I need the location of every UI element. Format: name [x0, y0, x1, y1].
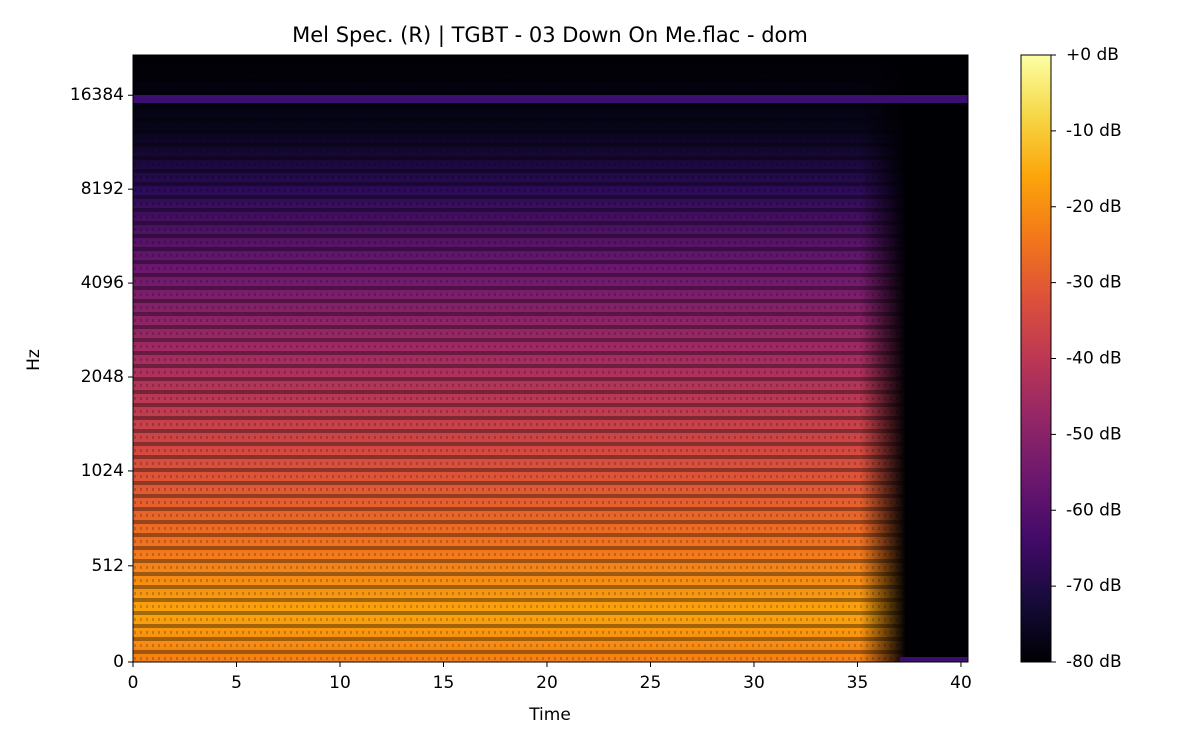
colorbar: [1020, 54, 1052, 663]
spectrogram-image: [133, 55, 968, 662]
colorbar-tick-label: -60 dB: [1066, 500, 1122, 520]
colorbar-tick-label: +0 dB: [1066, 45, 1119, 65]
x-axis-label: Time: [528, 705, 571, 725]
y-tick-label: 512: [92, 556, 124, 576]
x-tick-label: 5: [231, 673, 242, 693]
x-tick-label: 20: [536, 673, 558, 693]
chart-title: Mel Spec. (R) | TGBT - 03 Down On Me.fla…: [292, 23, 808, 48]
colorbar-tick-label: -40 dB: [1066, 349, 1122, 369]
colorbar-tick-label: -30 dB: [1066, 273, 1122, 293]
y-tick-label: 4096: [81, 273, 124, 293]
y-tick-label: 2048: [81, 367, 124, 387]
y-tick-label: 8192: [81, 179, 124, 199]
x-tick-label: 40: [950, 673, 972, 693]
colorbar-tick-label: -80 dB: [1066, 652, 1122, 672]
y-tick-label: 0: [113, 652, 124, 672]
colorbar-tick-label: -10 dB: [1066, 121, 1122, 141]
y-tick-label: 1024: [81, 461, 124, 481]
colorbar-tick-label: -50 dB: [1066, 424, 1122, 444]
y-axis-label: Hz: [24, 349, 44, 371]
y-tick-label: 16384: [70, 85, 124, 105]
x-tick-label: 30: [743, 673, 765, 693]
x-tick-label: 25: [640, 673, 662, 693]
plot-frame: [132, 54, 969, 663]
x-tick-label: 10: [329, 673, 351, 693]
x-tick-label: 15: [433, 673, 455, 693]
x-tick-label: 0: [128, 673, 139, 693]
colorbar-tick-label: -70 dB: [1066, 576, 1122, 596]
colorbar-tick-label: -20 dB: [1066, 197, 1122, 217]
x-tick-label: 35: [847, 673, 869, 693]
